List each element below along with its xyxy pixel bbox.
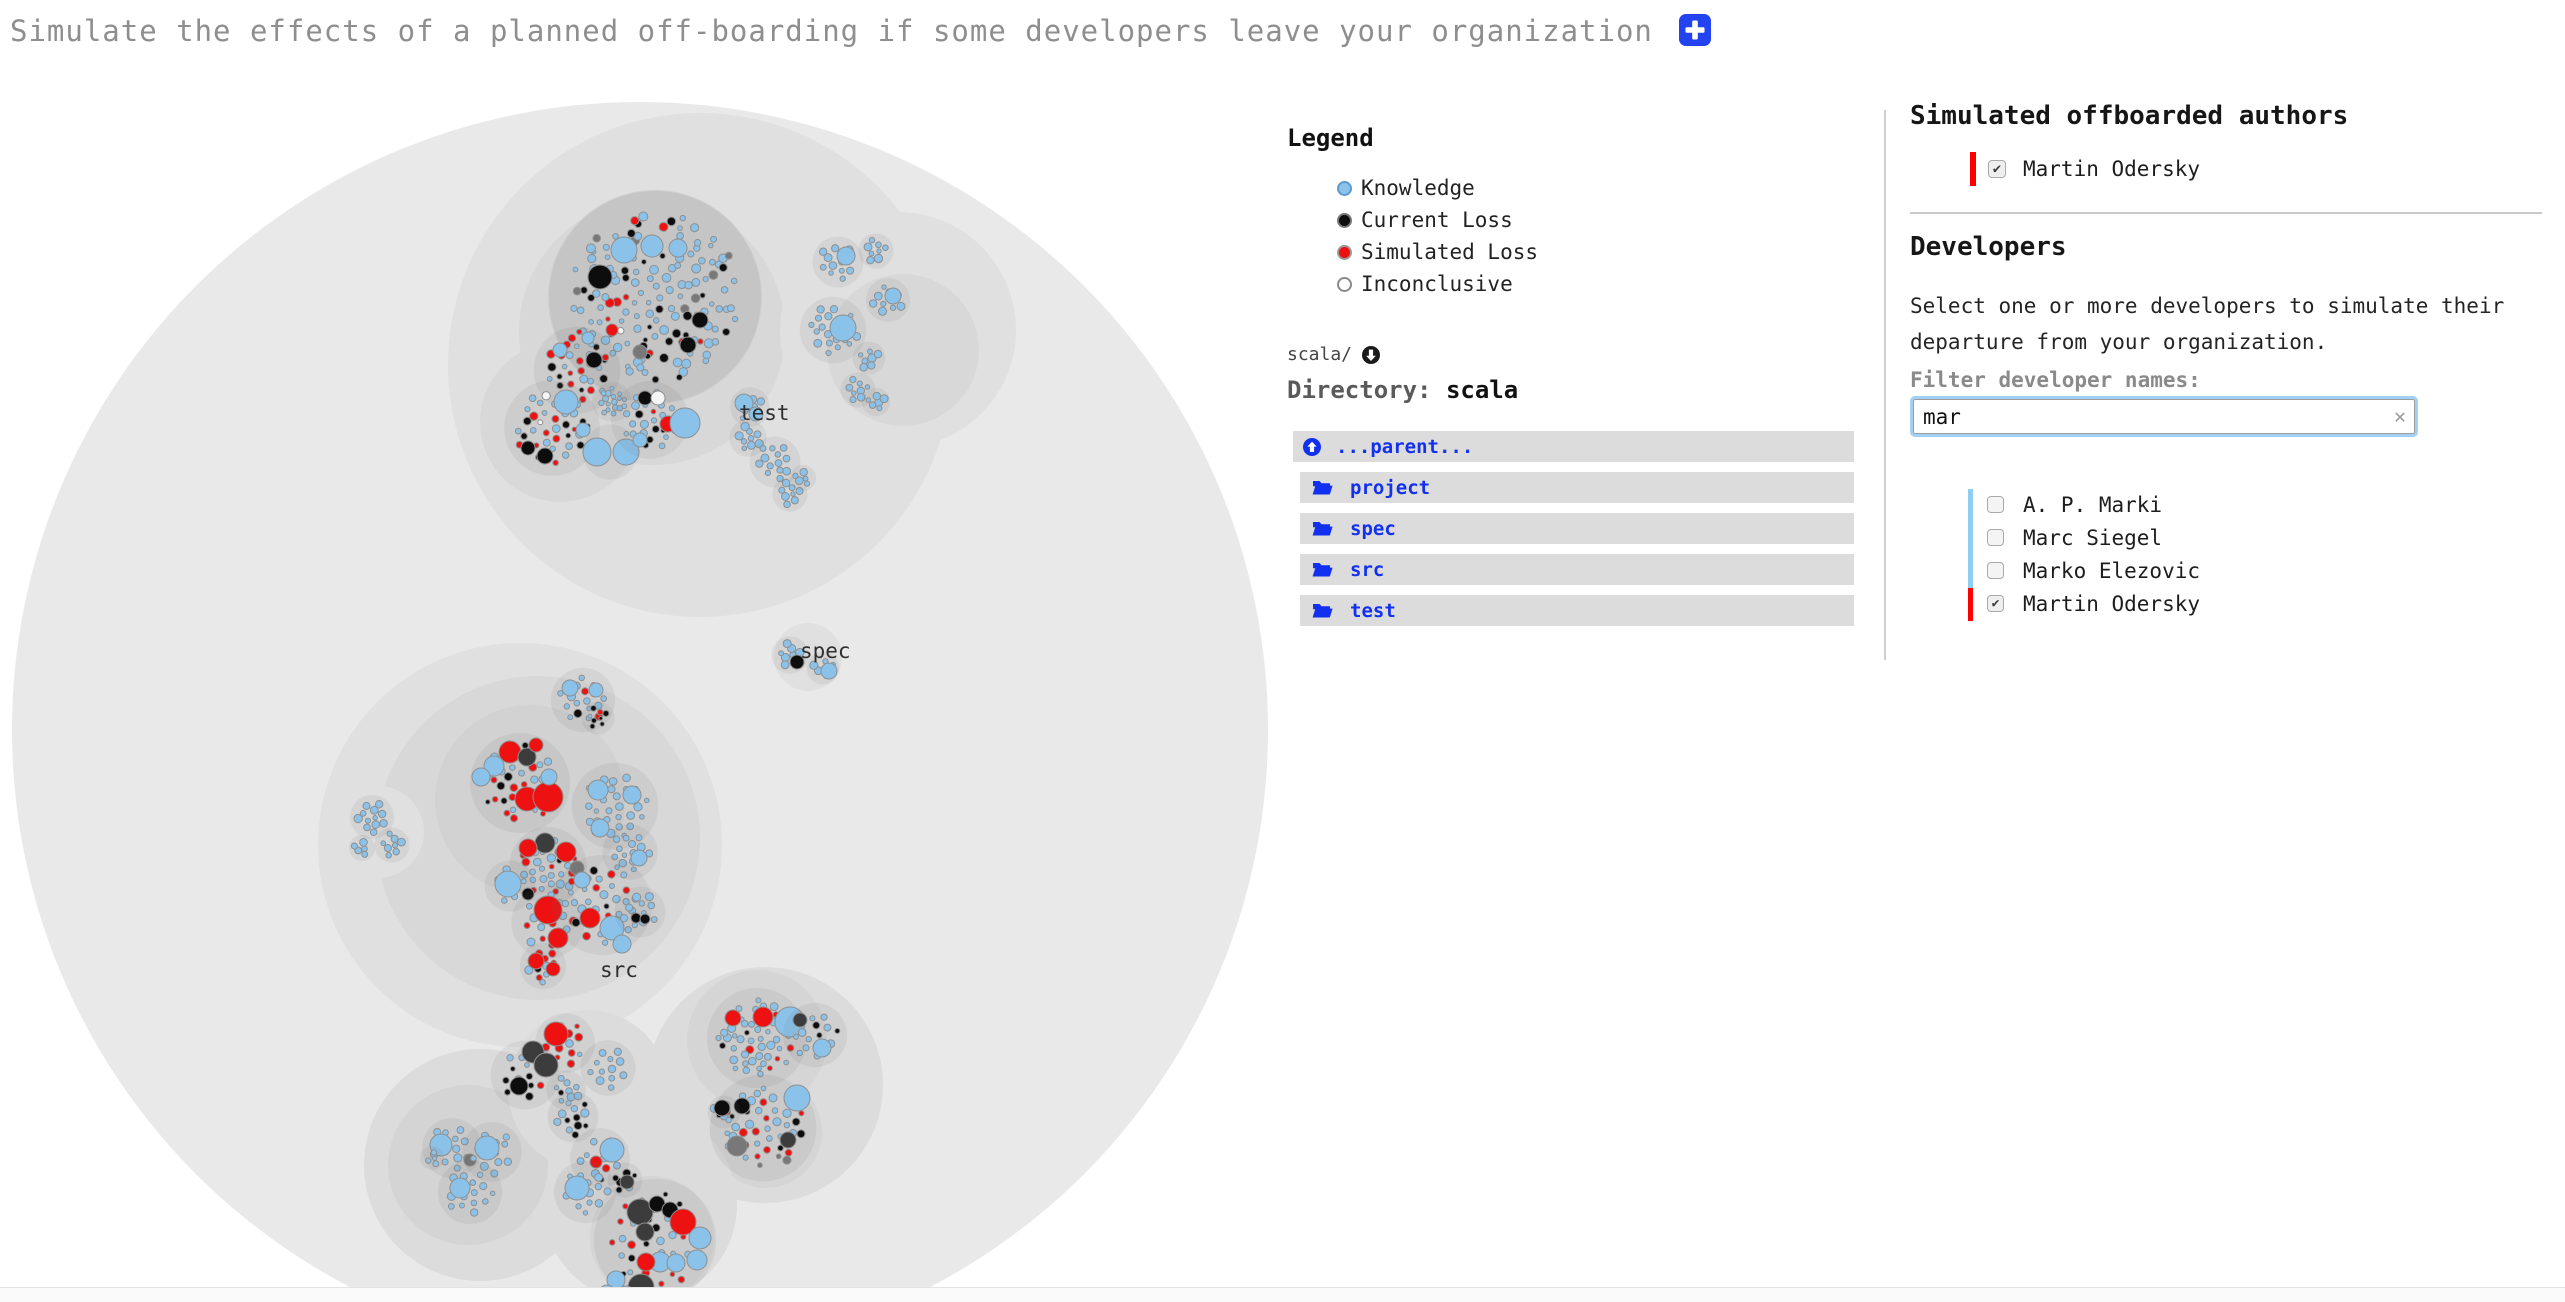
developer-filter-input[interactable]	[1910, 396, 2418, 437]
legend-item-simulated-loss: Simulated Loss	[1337, 236, 1538, 268]
legend-item-inconclusive: Inconclusive	[1337, 268, 1538, 300]
directory-item-parent[interactable]: ...parent...	[1293, 431, 1854, 462]
offboarded-author-row: ✔ Martin Odersky	[1910, 152, 2410, 186]
inconclusive-dot-icon	[1337, 276, 1352, 292]
panel-divider	[1884, 110, 1886, 660]
section-divider	[1910, 212, 2542, 214]
developer-checkbox[interactable]	[1987, 496, 2004, 513]
developer-row: A. P. Marki	[1910, 489, 2410, 522]
circle-arrow-up-icon	[1303, 437, 1321, 456]
developer-checkbox[interactable]: ✔	[1987, 595, 2004, 612]
filter-field: ✕	[1910, 396, 2418, 437]
folder-open-icon	[1312, 481, 1333, 495]
offboarded-author-checkbox[interactable]: ✔	[1988, 160, 2006, 178]
directory-title: Directory: scala	[1287, 376, 1519, 404]
knowledge-bubble-chart[interactable]: test spec src	[0, 60, 1280, 1288]
developer-status-bar	[1968, 522, 1973, 555]
simulated-loss-dot-icon	[1337, 244, 1352, 260]
legend-title: Legend	[1287, 124, 1374, 152]
developer-status-bar	[1968, 489, 1973, 522]
add-simulation-button[interactable]	[1678, 14, 1712, 48]
offboarded-author-name: Martin Odersky	[2023, 157, 2201, 181]
chart-bottom-strip	[0, 1287, 2565, 1302]
developer-checkbox[interactable]	[1987, 529, 2004, 546]
chart-label-spec: spec	[800, 639, 851, 663]
page-header: Simulate the effects of a planned off-bo…	[10, 8, 2550, 54]
breadcrumb: scala/	[1287, 344, 1381, 365]
legend-item-current-loss: Current Loss	[1337, 204, 1538, 236]
developers-title: Developers	[1910, 232, 2067, 262]
offboarded-authors-title: Simulated offboarded authors	[1910, 101, 2349, 131]
developer-row: ✔ Martin Odersky	[1910, 588, 2410, 621]
knowledge-dot-icon	[1337, 180, 1352, 196]
directory-item-project[interactable]: project	[1300, 472, 1854, 503]
circle-arrow-down-icon[interactable]	[1361, 345, 1381, 365]
developer-checkbox[interactable]	[1987, 562, 2004, 579]
directory-item-test[interactable]: test	[1300, 595, 1854, 626]
plus-square-icon	[1679, 14, 1711, 46]
author-status-bar	[1970, 152, 1976, 186]
developer-status-bar	[1968, 555, 1973, 588]
chart-label-test: test	[739, 401, 790, 425]
developer-list: A. P. Marki Marc Siegel Marko Elezovic ✔…	[1910, 489, 2410, 621]
legend-item-knowledge: Knowledge	[1337, 172, 1538, 204]
filter-label: Filter developer names:	[1910, 368, 2201, 392]
page-title: Simulate the effects of a planned off-bo…	[10, 14, 1653, 48]
legend-list: Knowledge Current Loss Simulated Loss In…	[1337, 172, 1538, 300]
directory-item-src[interactable]: src	[1300, 554, 1854, 585]
developer-row: Marc Siegel	[1910, 522, 2410, 555]
folder-open-icon	[1312, 522, 1333, 536]
developers-description: Select one or more developers to simulat…	[1910, 294, 2505, 354]
folder-open-icon	[1312, 604, 1333, 618]
current-loss-dot-icon	[1337, 212, 1352, 228]
clear-filter-icon[interactable]: ✕	[2393, 404, 2406, 428]
directory-item-spec[interactable]: spec	[1300, 513, 1854, 544]
folder-open-icon	[1312, 563, 1333, 577]
developer-status-bar	[1968, 588, 1973, 621]
directory-list: ...parent... project spec src test	[1293, 431, 1854, 636]
chart-label-src: src	[600, 958, 638, 982]
developer-row: Marko Elezovic	[1910, 555, 2410, 588]
